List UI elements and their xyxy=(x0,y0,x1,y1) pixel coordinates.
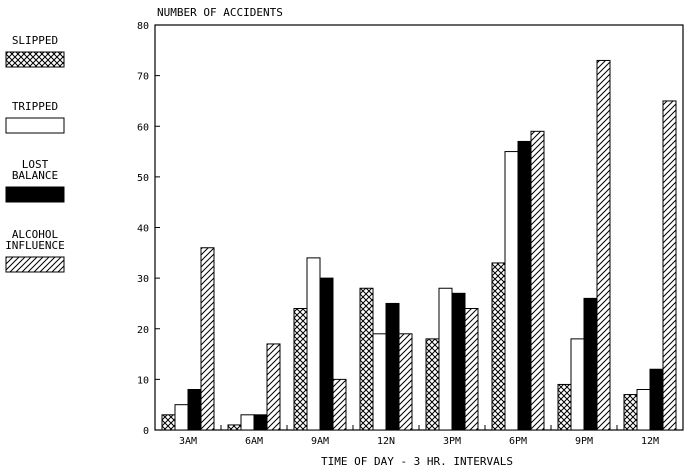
bar-lost-balance-12n xyxy=(385,302,400,431)
legend-label: BALANCE xyxy=(12,169,58,182)
bar-slipped-12n xyxy=(359,287,374,431)
x-tick-label: 9PM xyxy=(575,436,593,447)
legend-swatch-alcohol-influence xyxy=(5,256,65,273)
legend-label: LOST xyxy=(22,158,49,171)
bar-tripped-12m xyxy=(636,389,651,431)
bar-tripped-3am xyxy=(174,404,189,431)
x-tick-label: 6PM xyxy=(509,436,527,447)
bar-alcohol-influence-3pm xyxy=(464,308,479,431)
bar-tripped-12n xyxy=(372,333,387,431)
legend-swatch-lost-balance xyxy=(5,186,65,203)
y-tick-label: 50 xyxy=(137,173,149,184)
x-tick-label: 3PM xyxy=(443,436,461,447)
y-tick-label: 20 xyxy=(137,325,149,336)
bar-slipped-12m xyxy=(623,394,638,431)
bar-tripped-9am xyxy=(306,257,321,431)
y-tick-label: 40 xyxy=(137,224,149,235)
bar-lost-balance-3pm xyxy=(451,292,466,431)
bar-lost-balance-3am xyxy=(187,389,202,431)
bar-alcohol-influence-6pm xyxy=(530,130,545,431)
y-tick-label: 10 xyxy=(137,375,149,386)
x-tick-label: 12N xyxy=(377,436,395,447)
legend-swatch-tripped xyxy=(5,117,65,134)
bar-alcohol-influence-12m xyxy=(662,100,677,431)
plot-area: 0 10 20 30 40 50 60 70 80 3AM 6AM 9AM 12N 3PM 6PM 9PM 12… xyxy=(137,21,684,447)
bar-lost-balance-6am xyxy=(253,414,268,431)
bar-lost-balance-9pm xyxy=(583,297,598,431)
bar-alcohol-influence-9pm xyxy=(596,59,611,431)
x-tick-label: 9AM xyxy=(311,436,329,447)
legend-label: ALCOHOL xyxy=(12,228,59,241)
x-tick-label: 3AM xyxy=(179,436,197,447)
y-tick-label: 60 xyxy=(137,122,149,133)
bar-tripped-3pm xyxy=(438,287,453,431)
x-tick-label: 6AM xyxy=(245,436,263,447)
y-axis-title: NUMBER OF ACCIDENTS xyxy=(157,6,283,19)
y-tick-label: 30 xyxy=(137,274,149,285)
bar-slipped-6am xyxy=(227,424,242,431)
bar-tripped-9pm xyxy=(570,338,585,431)
bar-slipped-6pm xyxy=(491,262,506,431)
y-tick-label: 70 xyxy=(137,72,149,83)
legend-swatch-slipped xyxy=(5,51,65,68)
legend-label: SLIPPED xyxy=(12,34,58,47)
bar-slipped-9pm xyxy=(557,383,572,431)
y-tick-label: 80 xyxy=(137,21,149,32)
bar-tripped-6am xyxy=(240,414,255,431)
bar-lost-balance-6pm xyxy=(517,140,532,431)
bar-slipped-3am xyxy=(161,414,176,431)
bar-slipped-3pm xyxy=(425,338,440,431)
bar-alcohol-influence-12n xyxy=(398,333,413,431)
bar-alcohol-influence-3am xyxy=(200,247,215,431)
legend-label: INFLUENCE xyxy=(5,239,65,252)
legend-label: TRIPPED xyxy=(12,100,58,113)
bar-lost-balance-12m xyxy=(649,368,664,431)
y-tick-label: 0 xyxy=(143,426,149,437)
bar-alcohol-influence-9am xyxy=(332,378,347,431)
x-axis-title: TIME OF DAY - 3 HR. INTERVALS xyxy=(321,455,513,468)
bar-slipped-9am xyxy=(293,308,308,431)
bar-tripped-6pm xyxy=(504,151,519,431)
x-tick-label: 12M xyxy=(641,436,659,447)
bar-alcohol-influence-6am xyxy=(266,343,281,431)
bar-lost-balance-9am xyxy=(319,277,334,431)
